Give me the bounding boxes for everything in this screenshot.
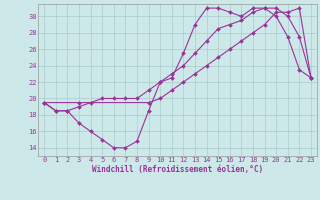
X-axis label: Windchill (Refroidissement éolien,°C): Windchill (Refroidissement éolien,°C) <box>92 165 263 174</box>
